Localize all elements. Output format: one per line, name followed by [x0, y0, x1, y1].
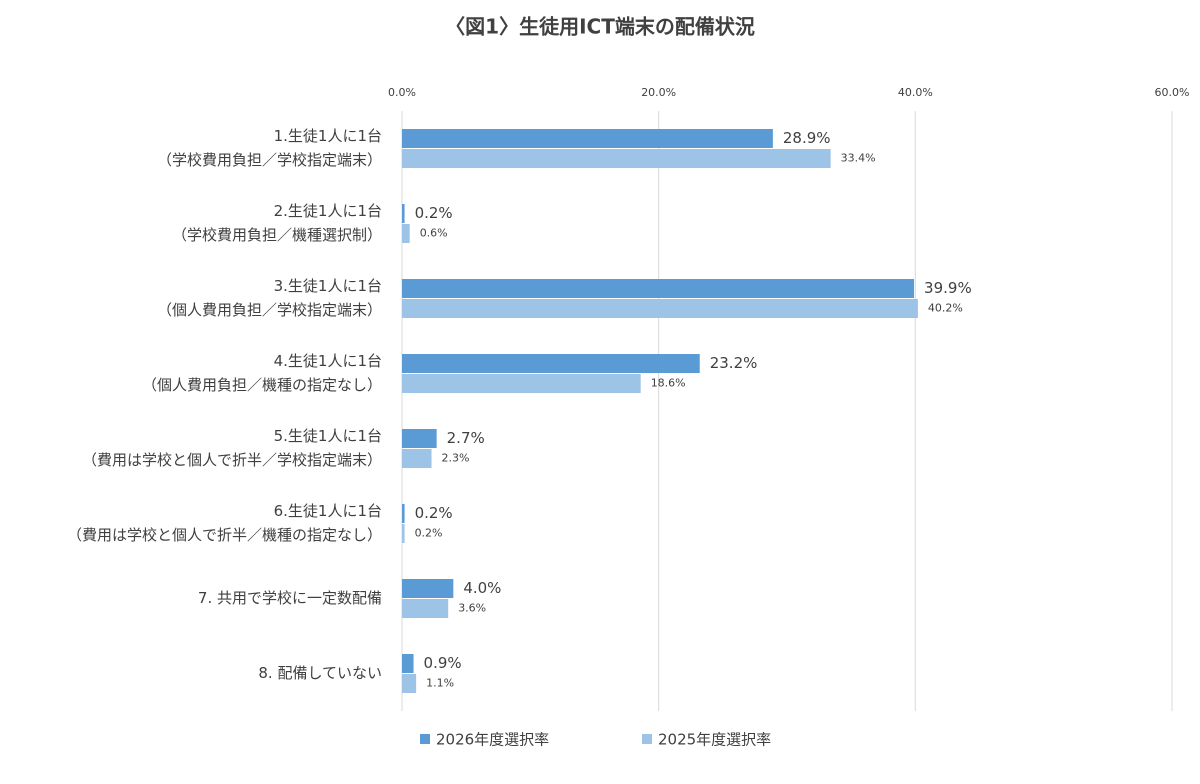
value-label: 1.1%: [426, 677, 454, 690]
bar: [402, 599, 449, 618]
value-label: 2.7%: [447, 429, 485, 447]
chart-title: 〈図1〉生徒用ICT端末の配備状況: [445, 15, 755, 39]
category-label: （学校費用負担／機種選択制）: [172, 226, 382, 244]
category-label: （個人費用負担／機種の指定なし）: [142, 376, 382, 394]
category-label: 4.生徒1人に1台: [274, 352, 382, 370]
category-label: （費用は学校と個人で折半／機種の指定なし）: [67, 526, 382, 544]
value-label: 23.2%: [710, 354, 758, 372]
value-label: 0.2%: [415, 504, 453, 522]
category-label: （費用は学校と個人で折半／学校指定端末）: [82, 451, 382, 469]
bar: [402, 449, 432, 468]
category-label: 7. 共用で学校に一定数配備: [198, 589, 382, 607]
bar: [402, 654, 414, 673]
legend-label: 2025年度選択率: [658, 731, 771, 749]
bar: [402, 579, 454, 598]
bar: [402, 279, 915, 298]
bar: [402, 374, 641, 393]
category-label: 6.生徒1人に1台: [274, 502, 382, 520]
value-label: 33.4%: [841, 152, 876, 165]
bar: [402, 299, 918, 318]
value-label: 0.9%: [424, 654, 462, 672]
value-label: 4.0%: [463, 579, 501, 597]
value-label: 39.9%: [924, 279, 972, 297]
bar: [402, 674, 417, 693]
bar: [402, 224, 410, 243]
bar: [402, 149, 831, 168]
bar: [402, 429, 437, 448]
category-label: （個人費用負担／学校指定端末）: [157, 301, 382, 319]
bar: [402, 204, 405, 223]
category-label: 8. 配備していない: [258, 664, 382, 682]
category-label: 1.生徒1人に1台: [274, 127, 382, 145]
value-label: 40.2%: [928, 302, 963, 315]
bar: [402, 354, 700, 373]
legend-swatch: [642, 734, 652, 744]
value-label: 0.6%: [420, 227, 448, 240]
category-label: 5.生徒1人に1台: [274, 427, 382, 445]
bar: [402, 524, 405, 543]
category-label: 2.生徒1人に1台: [274, 202, 382, 220]
bar: [402, 504, 405, 523]
legend-label: 2026年度選択率: [436, 731, 549, 749]
x-tick-label: 20.0%: [641, 86, 676, 99]
value-label: 28.9%: [783, 129, 831, 147]
x-tick-label: 40.0%: [898, 86, 933, 99]
x-tick-label: 60.0%: [1155, 86, 1190, 99]
value-label: 0.2%: [415, 204, 453, 222]
value-label: 2.3%: [442, 452, 470, 465]
value-label: 18.6%: [651, 377, 686, 390]
category-label: （学校費用負担／学校指定端末）: [157, 151, 382, 169]
value-label: 0.2%: [415, 527, 443, 540]
x-tick-label: 0.0%: [388, 86, 416, 99]
bar: [402, 129, 773, 148]
legend-swatch: [420, 734, 430, 744]
value-label: 3.6%: [458, 602, 486, 615]
category-label: 3.生徒1人に1台: [274, 277, 382, 295]
